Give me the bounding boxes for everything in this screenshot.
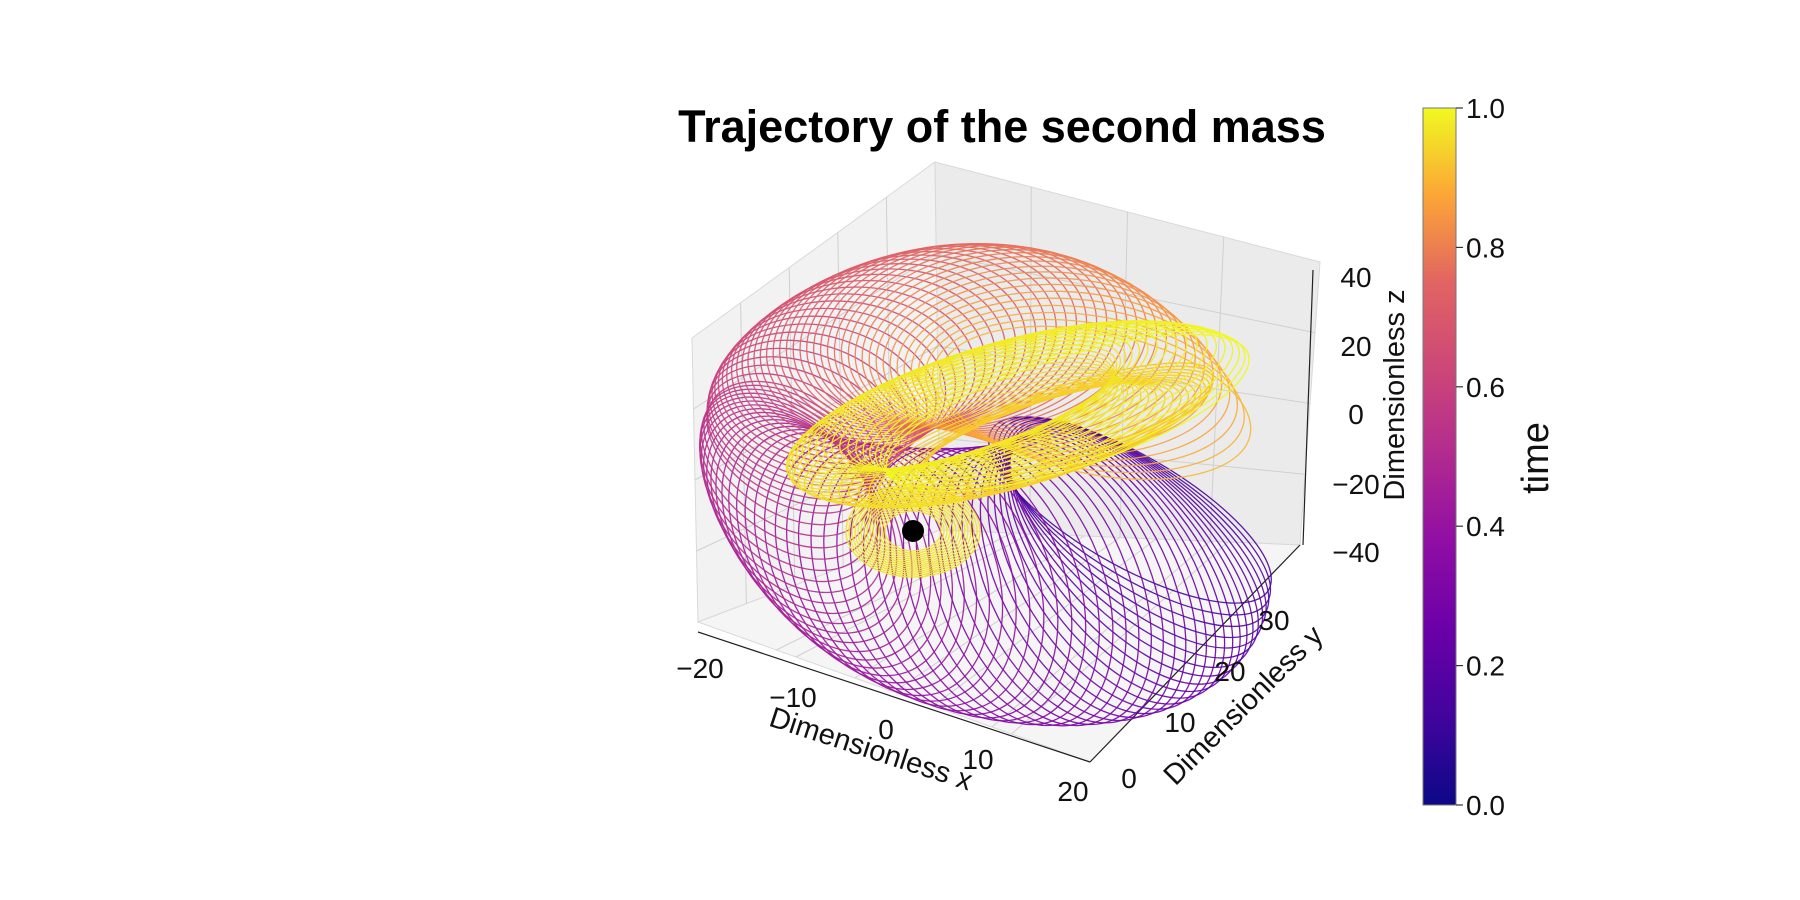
trajectory-loop <box>839 320 1188 470</box>
trajectory-loop <box>869 500 957 562</box>
grid-line <box>893 537 1121 693</box>
trajectory-loop <box>902 446 1100 726</box>
colorbar-tick-label: 0.6 <box>1466 372 1505 403</box>
trajectory-loop <box>875 504 951 558</box>
y-tick-label: 20 <box>1214 656 1245 687</box>
trajectory-loop <box>823 446 1017 707</box>
colorbar-tick-label: 0.8 <box>1466 232 1505 263</box>
trajectory-series <box>698 242 1272 727</box>
trajectory-loop <box>833 244 1118 430</box>
grid-line <box>795 533 1031 658</box>
trajectory-loop <box>721 315 937 465</box>
trajectory-loop <box>910 297 1223 457</box>
trajectory-loop <box>889 447 1087 724</box>
trajectory-loop <box>753 434 942 669</box>
y-tick-label: 30 <box>1258 605 1289 636</box>
trajectory-loop <box>872 502 954 560</box>
trajectory-loop <box>830 320 1178 470</box>
x-tick-label: 0 <box>878 714 894 745</box>
trajectory-loop <box>881 508 945 554</box>
trajectory-loop <box>811 372 1129 505</box>
trajectory-loop <box>726 307 947 460</box>
trajectory-loop <box>882 271 1187 442</box>
grid-line <box>693 253 937 410</box>
trajectory-loop <box>862 321 1217 475</box>
y-tick-label: 10 <box>1164 707 1195 738</box>
trajectory-loop <box>855 320 1208 473</box>
x-tick-label: −20 <box>676 653 724 684</box>
colorbar-tick-label: 0.2 <box>1466 651 1505 682</box>
x-tick-label: 10 <box>962 744 993 775</box>
colorbar-gradient <box>1422 107 1457 806</box>
trajectory-loop <box>847 320 1198 471</box>
grid-line <box>1119 211 1128 538</box>
trajectory-loop <box>838 379 1150 509</box>
trajectory-loop <box>730 300 957 455</box>
grid-line <box>1209 236 1225 542</box>
trajectory-loop <box>869 323 1226 478</box>
trajectory-loop <box>883 330 1246 489</box>
colorbar-tick-label: 0.0 <box>1466 790 1505 821</box>
trajectory-loop <box>860 494 966 568</box>
z-tick-label: 40 <box>1340 262 1371 293</box>
colorbar-label: time <box>1515 422 1557 494</box>
chart-title: Trajectory of the second mass <box>678 101 1326 152</box>
trajectory-loop <box>866 498 960 564</box>
z-tick-label: 0 <box>1348 399 1364 430</box>
trajectory-loop <box>863 496 963 566</box>
trajectory-loop <box>836 446 1031 712</box>
trajectory-loop <box>847 248 1138 432</box>
mass-marker <box>902 520 924 542</box>
trajectory-loop <box>997 417 1270 628</box>
trajectory-loop <box>874 325 1234 481</box>
trajectory-loop <box>848 486 978 576</box>
trajectory-loop <box>885 333 1250 493</box>
colorbar-tick-label: 0.4 <box>1466 511 1505 542</box>
colorbar-tick-label: 1.0 <box>1466 93 1505 124</box>
z-axis-label: Dimensionless z <box>1379 289 1411 500</box>
trajectory-loop <box>851 488 975 574</box>
trajectory-loop <box>813 243 1088 428</box>
z-tick-label: 20 <box>1340 331 1371 362</box>
colorbar-ticks: 0.0 0.2 0.4 0.6 0.8 1.0 <box>1456 93 1505 821</box>
tick-labels: −20 −10 0 10 20 0 10 20 30 40 20 0 −20 −40 <box>676 262 1380 807</box>
trajectory-loop <box>840 246 1128 431</box>
x-tick-label: −10 <box>769 682 817 713</box>
trajectory-loop <box>1009 423 1248 677</box>
colorbar: 0.0 0.2 0.4 0.6 0.8 1.0 time <box>1422 93 1557 821</box>
x-axis-line <box>697 631 1091 763</box>
trajectory-loop <box>879 327 1240 485</box>
trajectory-loop <box>845 484 981 578</box>
x-axis-label: Dimensionless x <box>765 702 976 798</box>
trajectory-loop <box>815 323 1158 471</box>
y-tick-label: 0 <box>1121 763 1137 794</box>
trajectory-loop <box>854 490 972 572</box>
z-axis-line <box>1302 269 1314 546</box>
x-tick-label: 20 <box>1057 776 1088 807</box>
z-tick-label: −20 <box>1332 469 1380 500</box>
trajectory-loop <box>822 322 1168 470</box>
trajectory-loop <box>857 492 969 570</box>
trajectory-loop <box>884 510 942 552</box>
z-tick-label: −40 <box>1332 537 1380 568</box>
trajectory-loop <box>878 506 948 556</box>
trajectory-loop <box>876 447 1073 722</box>
